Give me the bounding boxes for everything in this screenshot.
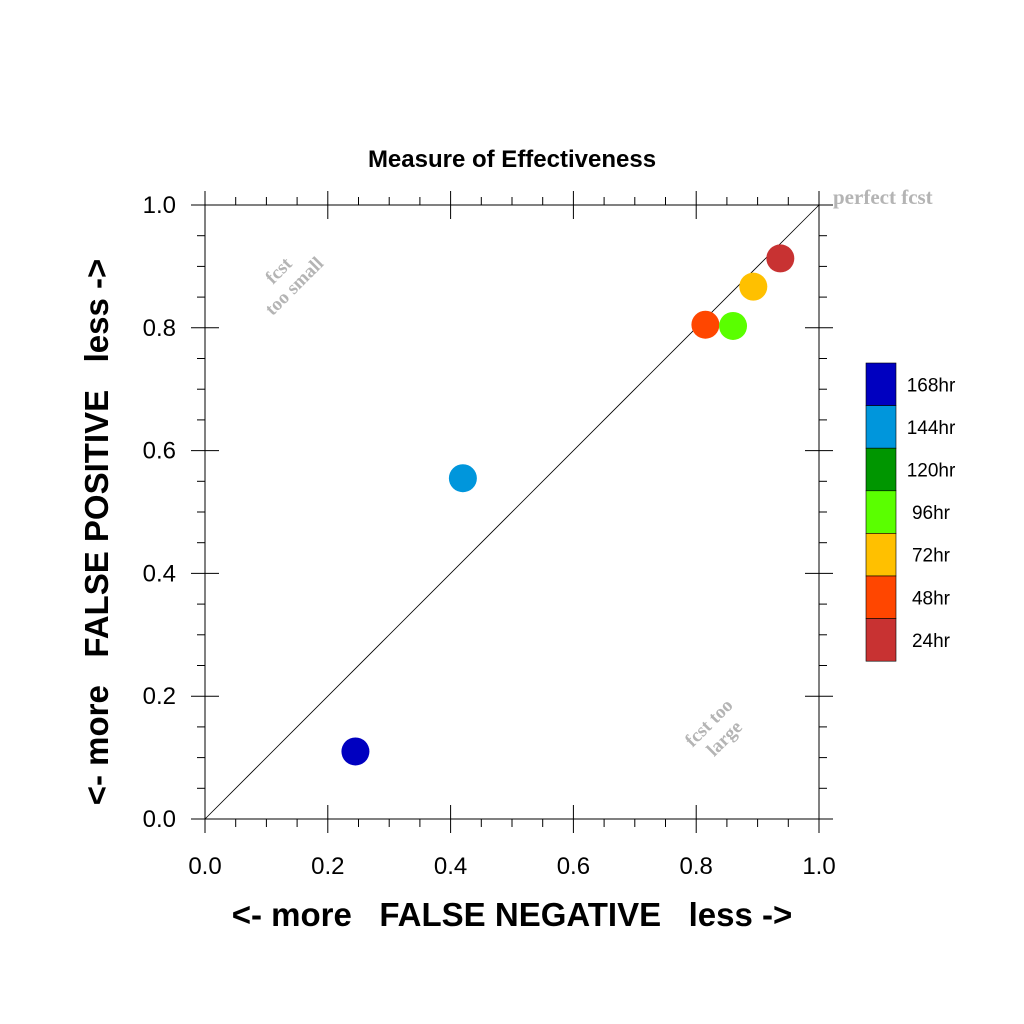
too-large-annotation: fcst too large — [681, 695, 747, 761]
legend-label-96hr: 96hr — [912, 503, 951, 524]
x-tick-label: 0.2 — [311, 853, 344, 880]
legend: 168hr 144hr 120hr 96hr 72hr 48hr 24hr — [865, 362, 956, 662]
x-tick-labels: 0.0 0.2 0.4 0.6 0.8 1.0 — [188, 853, 835, 880]
point-72hr — [739, 272, 768, 301]
y-tick-labels: 0.0 0.2 0.4 0.6 0.8 1.0 — [143, 192, 176, 833]
legend-swatch-168hr — [865, 362, 897, 406]
legend-swatch-72hr — [865, 533, 897, 577]
x-axis-label: <- more FALSE NEGATIVE less -> — [232, 896, 793, 933]
axis-ticks — [191, 191, 833, 833]
legend-swatch-24hr — [865, 618, 897, 662]
legend-label-24hr: 24hr — [912, 631, 951, 652]
legend-swatch-144hr — [865, 405, 897, 449]
legend-label-48hr: 48hr — [912, 588, 951, 609]
y-tick-label: 0.0 — [143, 806, 176, 833]
legend-label-72hr: 72hr — [912, 546, 951, 567]
y-tick-label: 0.8 — [143, 315, 176, 342]
chart-title: Measure of Effectiveness — [368, 146, 656, 173]
x-tick-label: 1.0 — [802, 853, 835, 880]
x-tick-label: 0.6 — [557, 853, 590, 880]
x-tick-label: 0.0 — [188, 853, 221, 880]
y-axis-label: <- more FALSE POSITIVE less -> — [78, 259, 115, 806]
point-168hr — [341, 737, 370, 766]
point-48hr — [691, 310, 720, 339]
point-96hr — [719, 311, 748, 340]
y-tick-label: 0.4 — [143, 560, 176, 587]
legend-swatch-96hr — [865, 490, 897, 534]
point-144hr — [448, 464, 477, 493]
too-small-annotation: fcst too small — [261, 253, 328, 320]
legend-swatch-120hr — [865, 447, 897, 492]
x-tick-label: 0.4 — [434, 853, 467, 880]
perfect-forecast-diagonal — [204, 204, 820, 820]
point-24hr — [766, 244, 795, 273]
perfect-forecast-label: perfect fcst — [833, 185, 933, 209]
legend-label-144hr: 144hr — [907, 418, 956, 439]
y-tick-label: 0.6 — [143, 438, 176, 465]
x-tick-label: 0.8 — [680, 853, 713, 880]
legend-label-168hr: 168hr — [907, 375, 956, 396]
y-tick-label: 1.0 — [143, 192, 176, 219]
legend-label-120hr: 120hr — [907, 461, 956, 482]
legend-swatch-48hr — [865, 575, 897, 619]
y-tick-label: 0.2 — [143, 683, 176, 710]
data-points — [341, 244, 795, 766]
